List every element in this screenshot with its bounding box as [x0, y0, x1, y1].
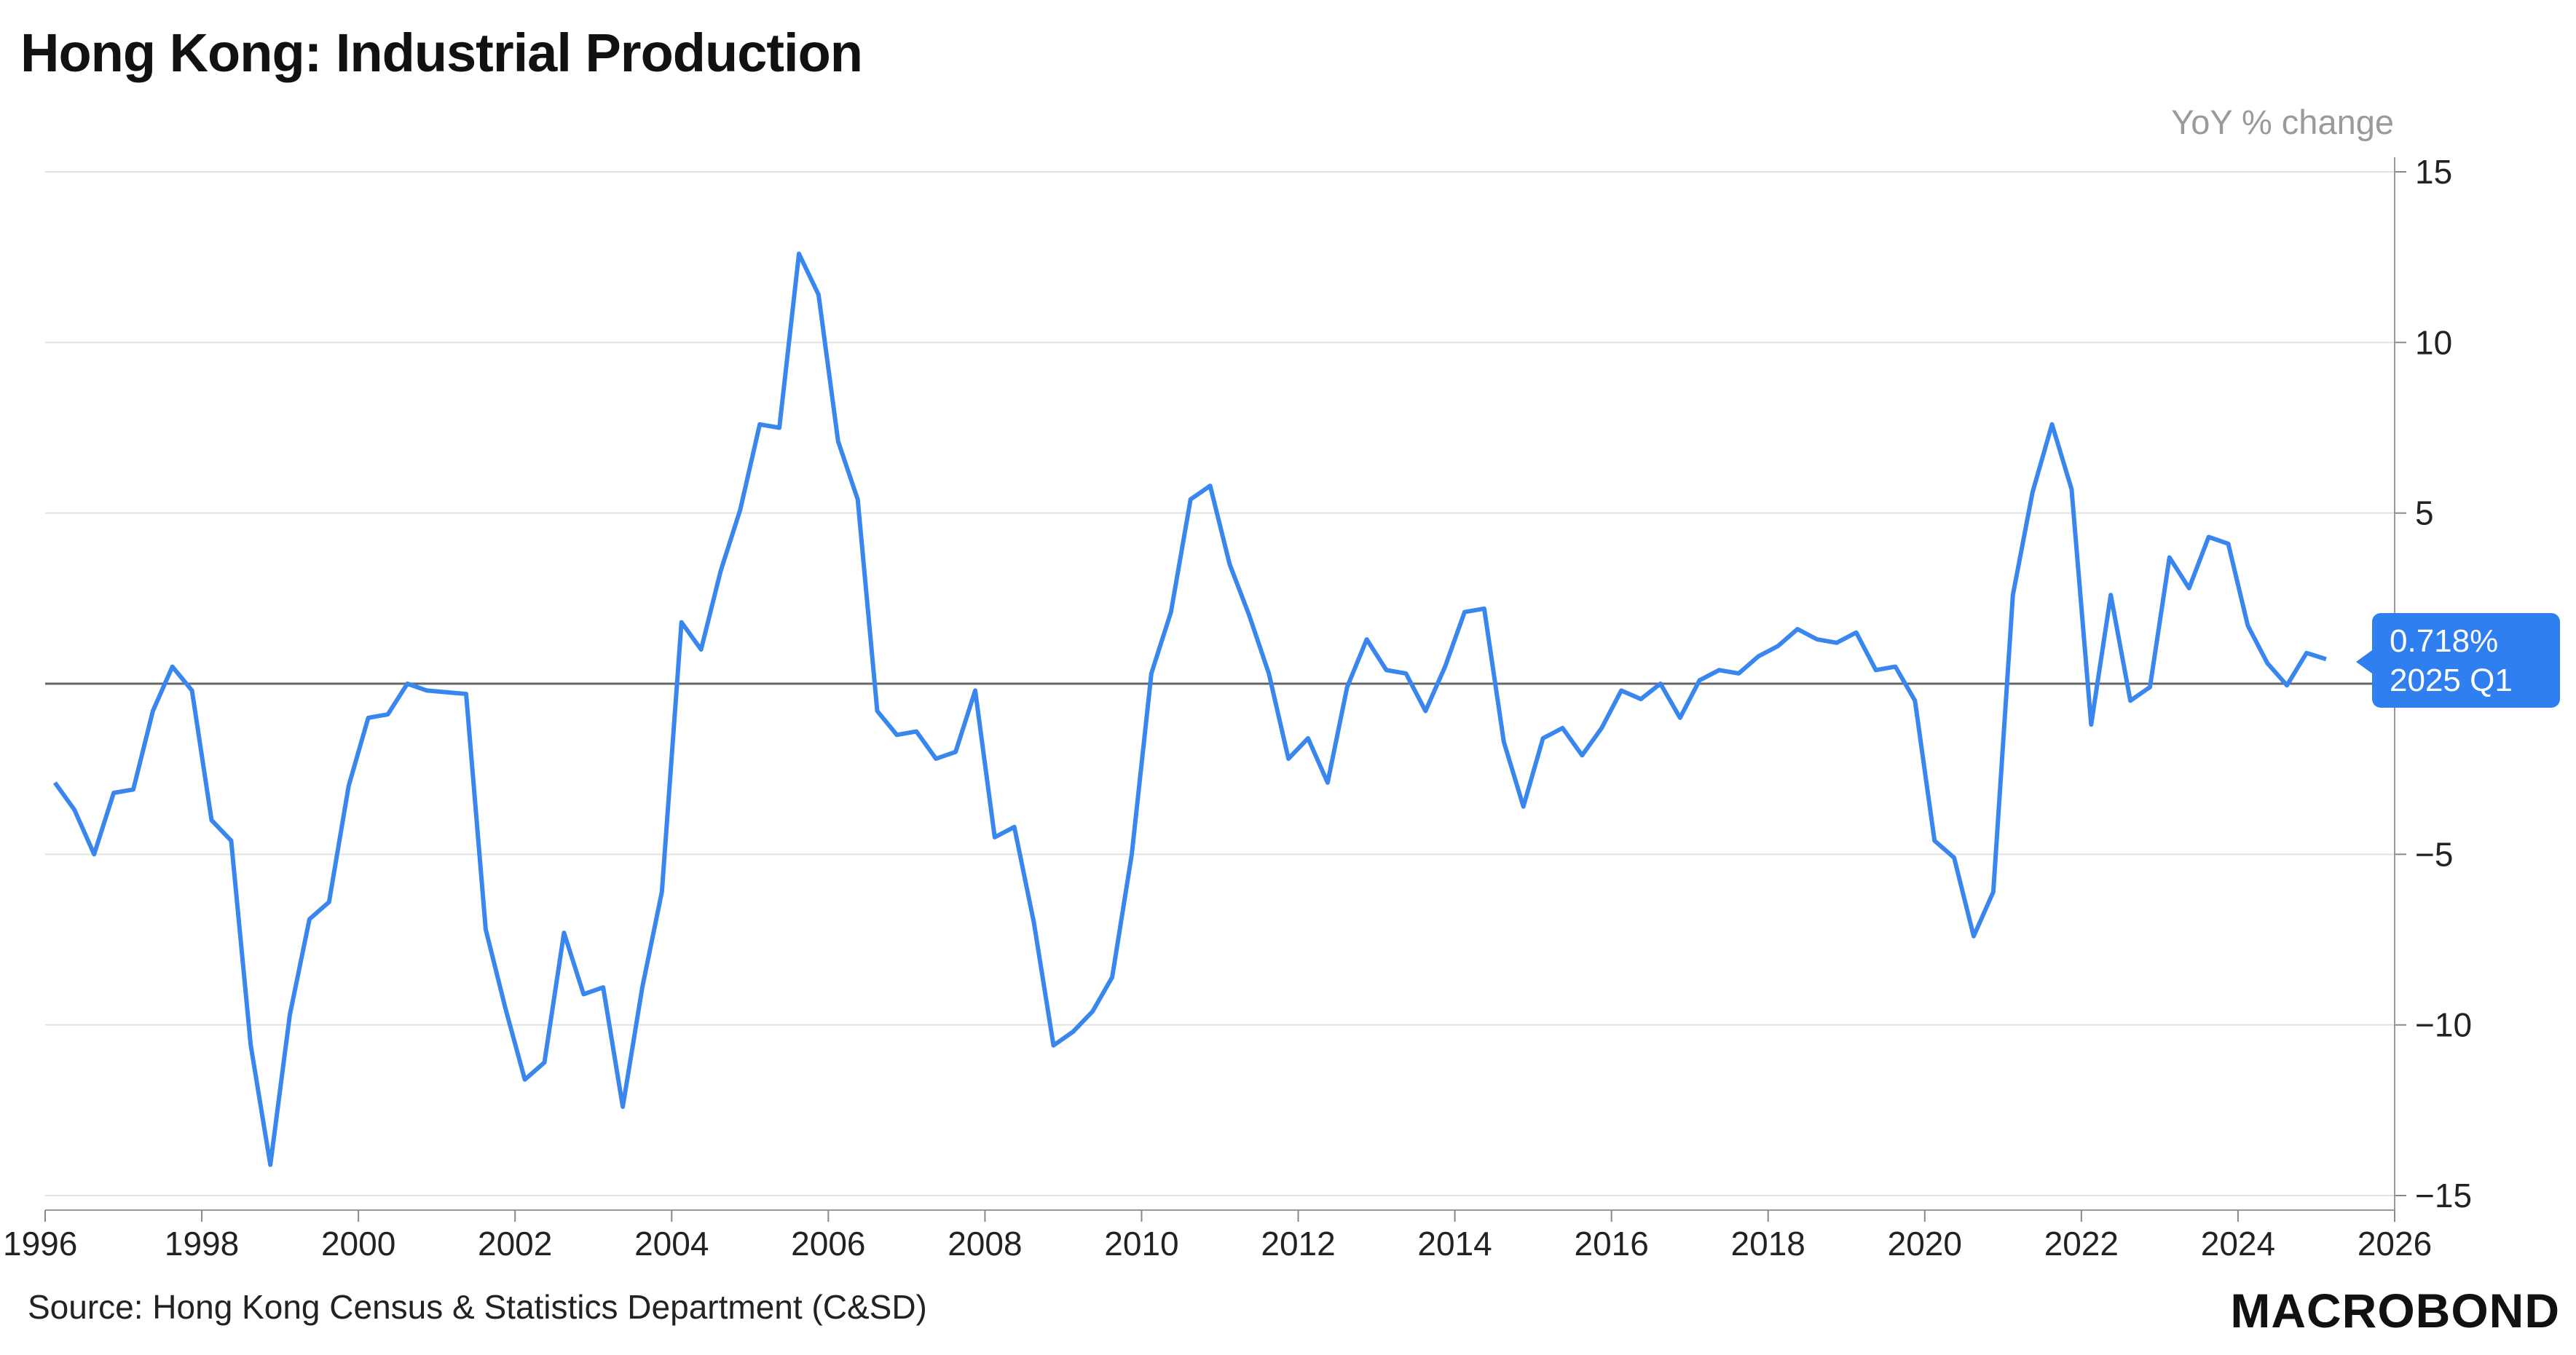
x-axis: 1996 1998 2000 2002 2004 2006 2008 2010 2012 2014…	[3, 1209, 2432, 1263]
x-tick-label: 2012	[1261, 1225, 1335, 1263]
x-tick-label: 2026	[2358, 1225, 2432, 1263]
series-line	[52, 251, 2327, 1167]
y-tick-label: 10	[2415, 323, 2452, 361]
y-tick-label: −10	[2415, 1006, 2472, 1044]
y-tick-label: −15	[2415, 1177, 2472, 1214]
x-tick-label: 2020	[1888, 1225, 1962, 1263]
x-tick-label: 1996	[3, 1225, 77, 1263]
x-tick-label: 2014	[1417, 1225, 1492, 1263]
x-tick-label: 2016	[1574, 1225, 1648, 1263]
macrobond-logo: MACROBOND	[2230, 1284, 2560, 1338]
series-industrial-production	[52, 251, 2327, 1167]
callout-value: 0.718%	[2390, 623, 2499, 659]
callout-pointer	[2356, 650, 2372, 673]
y-tick-label: 15	[2415, 153, 2452, 191]
x-tick-label: 2000	[321, 1225, 395, 1263]
x-tick-label: 2008	[948, 1225, 1022, 1263]
x-tick-label: 1998	[165, 1225, 239, 1263]
callout-period: 2025 Q1	[2390, 663, 2513, 698]
x-tick-label: 2002	[478, 1225, 552, 1263]
chart-title: Hong Kong: Industrial Production	[20, 23, 863, 83]
x-tick-label: 2018	[1731, 1225, 1805, 1263]
x-tick-label: 2024	[2201, 1225, 2275, 1263]
y-tick-label: −5	[2415, 835, 2453, 873]
x-tick-label: 2010	[1104, 1225, 1178, 1263]
y-axis-unit-label: YoY % change	[2171, 103, 2394, 141]
x-tick-label: 2022	[2044, 1225, 2119, 1263]
x-tick-label: 2006	[791, 1225, 865, 1263]
source-note: Source: Hong Kong Census & Statistics De…	[28, 1288, 927, 1326]
last-value-callout: 0.718% 2025 Q1	[2356, 613, 2560, 708]
x-tick-label: 2004	[634, 1225, 709, 1263]
y-tick-label: 5	[2415, 494, 2434, 532]
gridlines	[45, 171, 2395, 1196]
